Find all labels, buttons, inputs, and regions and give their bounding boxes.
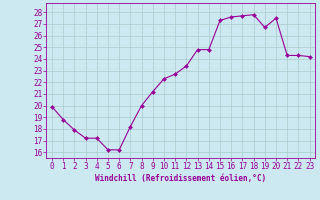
X-axis label: Windchill (Refroidissement éolien,°C): Windchill (Refroidissement éolien,°C) [95, 174, 266, 183]
